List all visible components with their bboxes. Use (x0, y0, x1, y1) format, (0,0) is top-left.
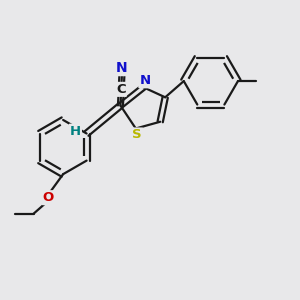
Text: C: C (116, 83, 126, 96)
Text: H: H (70, 125, 81, 138)
Text: N: N (139, 74, 151, 87)
Text: O: O (43, 191, 54, 204)
Text: N: N (116, 61, 128, 75)
Text: S: S (132, 128, 142, 142)
